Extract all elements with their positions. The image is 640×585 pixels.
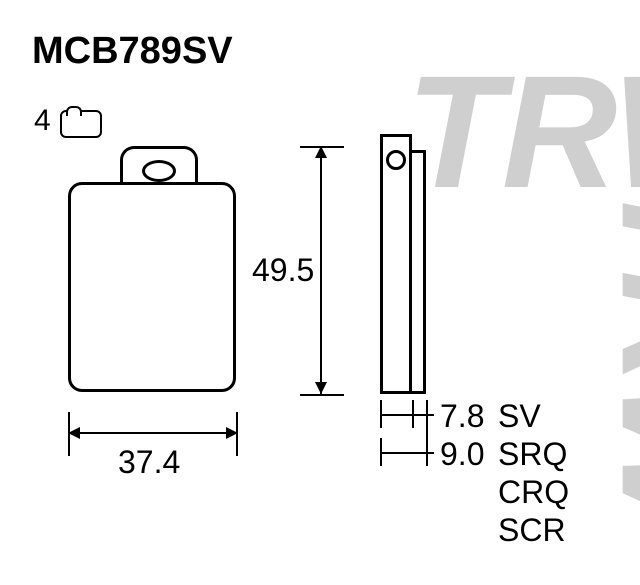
- variant-crq: CRQ: [498, 474, 569, 511]
- side-plate: [380, 134, 412, 394]
- dim-height-tick-bot: [300, 394, 344, 396]
- side-backing: [412, 150, 426, 394]
- side-hole-icon: [386, 150, 406, 170]
- dim-width-arrow-r: [226, 427, 238, 439]
- watermark-2: TRW: [586, 174, 640, 529]
- variant-sv: SV: [498, 398, 541, 435]
- dim-height-arrow-up: [315, 146, 327, 158]
- dim-t1-text: 7.8: [440, 398, 484, 435]
- quantity-label: 4: [34, 104, 51, 138]
- dim-width-line: [68, 432, 238, 434]
- small-pad-icon: [60, 110, 102, 138]
- variant-srq: SRQ: [498, 436, 567, 473]
- dim-t2-text: 9.0: [440, 436, 484, 473]
- diagram-canvas: TRW TRW MCB789SV 4 49.5 37.4 7.8 SV 9.0 …: [0, 0, 640, 585]
- brake-pad-front: [68, 182, 236, 392]
- dim-height-text: 49.5: [252, 250, 314, 291]
- dim-width-arrow-l: [68, 427, 80, 439]
- dim-t2-tick-r: [426, 400, 428, 466]
- part-number: MCB789SV: [32, 30, 233, 73]
- dim-t2-line: [380, 452, 434, 454]
- dim-width-text: 37.4: [118, 444, 180, 481]
- dim-height-line: [320, 146, 322, 394]
- variant-scr: SCR: [498, 512, 566, 549]
- dim-height-arrow-down: [315, 382, 327, 394]
- pad-tab-hole: [142, 160, 176, 182]
